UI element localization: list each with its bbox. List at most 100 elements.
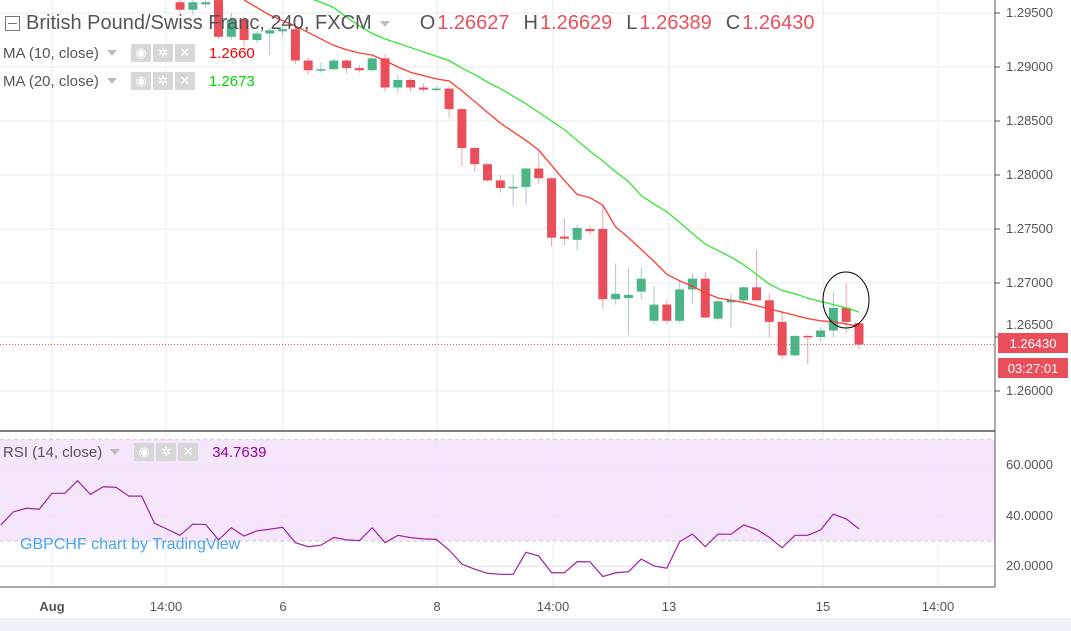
candle [431,86,441,91]
candle [354,64,364,73]
candle-body [380,58,390,88]
candle-body [726,300,736,303]
candle [854,323,864,349]
candle-body [239,19,249,40]
eye-icon[interactable]: ◉ [134,443,155,461]
ma20-value: 1.2673 [208,72,255,90]
candle [495,175,505,193]
candle [585,225,595,235]
candle [662,300,672,325]
candle [418,83,428,92]
ma20-line [312,0,860,313]
candle-body [226,19,236,37]
candle-body [675,289,685,321]
candle [790,334,800,357]
candle [559,218,569,246]
candle-body [367,58,377,71]
candle-body [598,229,608,300]
candle-body [764,300,774,322]
symbol-title[interactable]: British Pound/Swiss Franc, 240, FXCM [26,12,372,34]
time-tick-label: 8 [433,599,441,614]
chevron-down-icon[interactable] [110,449,121,455]
candle-body [483,164,493,181]
candle-body [559,236,569,239]
rsi-value: 34.7639 [212,443,267,461]
candle-body [803,335,813,338]
candle [687,273,697,304]
ma10-label[interactable]: MA (10, close) [3,44,99,62]
candle [290,23,300,64]
candle-body [201,2,211,5]
candle [803,334,813,364]
candle [278,27,288,37]
rsi-label[interactable]: RSI (14, close) [3,443,103,461]
gear-icon[interactable]: ✲ [152,44,173,62]
candle [329,58,339,71]
candle [303,57,313,75]
tradingview-watermark[interactable]: GBPCHF chart by TradingView [20,536,241,553]
candle-body [393,79,403,88]
candle-body [649,304,659,321]
candle-body [816,330,826,337]
chevron-down-icon[interactable] [379,20,390,27]
price-tick-label: 1.28500 [1006,113,1053,128]
candle-body [572,227,582,240]
candle-body [418,87,428,90]
candle-body [611,293,621,300]
symbol-legend: British Pound/Swiss Franc, 240, FXCM O 1.… [0,12,814,35]
eye-icon[interactable]: ◉ [130,44,151,62]
rsi-line [0,479,860,578]
candle-body [739,287,749,301]
close-icon[interactable]: ✕ [174,72,195,90]
rsi-tick-label: 60.0000 [1006,457,1053,472]
candle-body [752,287,762,301]
gear-icon[interactable]: ✲ [152,72,173,90]
candle-body [854,323,864,345]
candle-body [547,178,557,238]
candle [752,249,762,302]
candle [316,62,326,73]
price-tick-label: 1.28000 [1006,167,1053,182]
close-icon[interactable]: ✕ [178,443,199,461]
candle [521,167,531,206]
candle-body [175,2,185,10]
candle-body [444,88,454,110]
price-tick-label: 1.26500 [1006,317,1053,332]
ma20-label[interactable]: MA (20, close) [3,72,99,90]
close-icon[interactable]: ✕ [174,44,195,62]
price-tick-label: 1.27000 [1006,275,1053,290]
ohlc-high-label: H [523,12,538,34]
candle-body [406,79,416,88]
candle [188,0,198,16]
candle [764,293,774,337]
candle [636,267,646,300]
candle-body [342,60,352,69]
chevron-down-icon[interactable] [106,78,117,84]
time-tick-label: 14:00 [536,599,570,614]
time-tick-label: 6 [279,599,287,614]
ohlc-open-label: O [419,12,436,34]
chevron-down-icon[interactable] [106,50,117,56]
candle-body [700,278,710,318]
eye-icon[interactable]: ◉ [130,72,151,90]
ohlc-high-value: 1.26629 [540,12,613,34]
collapse-icon[interactable] [5,16,20,31]
candle [444,86,454,118]
candle [649,286,659,325]
candle [252,31,262,44]
time-tick-label: 14:00 [921,599,955,614]
candle [342,59,352,74]
time-tick-label: Aug [39,599,65,614]
time-tick-label: 13 [661,599,677,614]
ma20-legend: MA (20, close) ◉ ✲ ✕ 1.2673 [3,72,255,90]
candle-body [687,278,697,290]
time-tick-label: 15 [815,599,831,614]
footer-bar [0,618,1071,631]
candle-body [777,321,787,356]
candle-body [713,301,723,319]
price-tick-label: 1.26000 [1006,383,1053,398]
ohlc-close-value: 1.26430 [742,12,815,34]
gear-icon[interactable]: ✲ [156,443,177,461]
annotation-ellipse[interactable] [822,271,870,329]
candle [457,108,467,167]
